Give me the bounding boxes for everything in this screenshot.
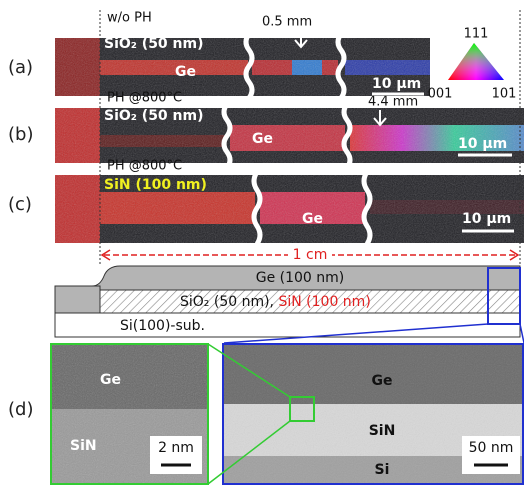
region-label: Ge bbox=[100, 372, 121, 388]
scale-bar-label: 50 nm bbox=[469, 440, 514, 456]
condition: PH @800°C bbox=[107, 159, 182, 174]
zoom-line bbox=[520, 324, 524, 343]
scale-bar-label: 10 μm bbox=[458, 136, 507, 152]
layer-label-part: SiO₂ (50 nm), bbox=[180, 294, 278, 310]
condition: PH @800°C bbox=[107, 91, 182, 106]
layer-label-part: SiN (100 nm) bbox=[278, 294, 370, 310]
scale-bar-label: 10 μm bbox=[462, 211, 511, 227]
panel-d: (d) Ge SiN 2 nm Ge SiN Si 50 nm bbox=[8, 344, 523, 484]
region-label: SiN bbox=[70, 438, 97, 454]
material: Ge bbox=[175, 64, 196, 80]
region-label: Si bbox=[375, 462, 390, 478]
panel-c: (c) PH @800°C SiN (100 nm) Ge 10 μm bbox=[8, 159, 524, 245]
layer-label: Ge (100 nm) bbox=[256, 270, 345, 286]
key-label: 001 bbox=[428, 87, 453, 102]
distance: 4.4 mm bbox=[368, 95, 418, 110]
ipf-triangle bbox=[448, 43, 504, 80]
span-marker: 1 cm bbox=[102, 246, 518, 264]
color-key: 111 001 101 bbox=[428, 27, 517, 102]
panel-b: (b) PH @800°C SiO₂ (50 nm) Ge 4.4 mm 10 … bbox=[8, 91, 524, 169]
key-label: 101 bbox=[492, 87, 517, 102]
schematic: Ge (100 nm) SiO₂ (50 nm), SiN (100 nm) S… bbox=[55, 266, 524, 343]
key-label: 111 bbox=[464, 27, 489, 42]
span-label: 1 cm bbox=[293, 247, 328, 263]
layer-label: SiO₂ (50 nm), SiN (100 nm) bbox=[180, 294, 371, 310]
region-label: SiN bbox=[369, 423, 396, 439]
panel-label: (c) bbox=[8, 194, 32, 215]
material: Ge bbox=[252, 131, 273, 147]
region-label: Ge bbox=[372, 373, 393, 389]
film: SiO₂ (50 nm) bbox=[104, 36, 204, 52]
panel-a: (a) w/o PH SiO₂ (50 nm) Ge 0.5 mm 10 μm bbox=[8, 11, 430, 99]
scale-bar-label: 10 μm bbox=[372, 76, 421, 92]
ge-seed bbox=[55, 286, 100, 313]
layer-label: Si(100)-sub. bbox=[120, 318, 205, 334]
film: SiN (100 nm) bbox=[104, 177, 207, 193]
material: Ge bbox=[302, 211, 323, 227]
panel-label: (a) bbox=[8, 57, 33, 78]
panel-label: (d) bbox=[8, 399, 33, 420]
panel-label: (b) bbox=[8, 124, 33, 145]
condition: w/o PH bbox=[107, 11, 152, 26]
film: SiO₂ (50 nm) bbox=[104, 108, 204, 124]
scale-bar-label: 2 nm bbox=[158, 440, 194, 456]
distance: 0.5 mm bbox=[262, 15, 312, 30]
figure: (a) w/o PH SiO₂ (50 nm) Ge 0.5 mm 10 μm … bbox=[0, 0, 524, 485]
